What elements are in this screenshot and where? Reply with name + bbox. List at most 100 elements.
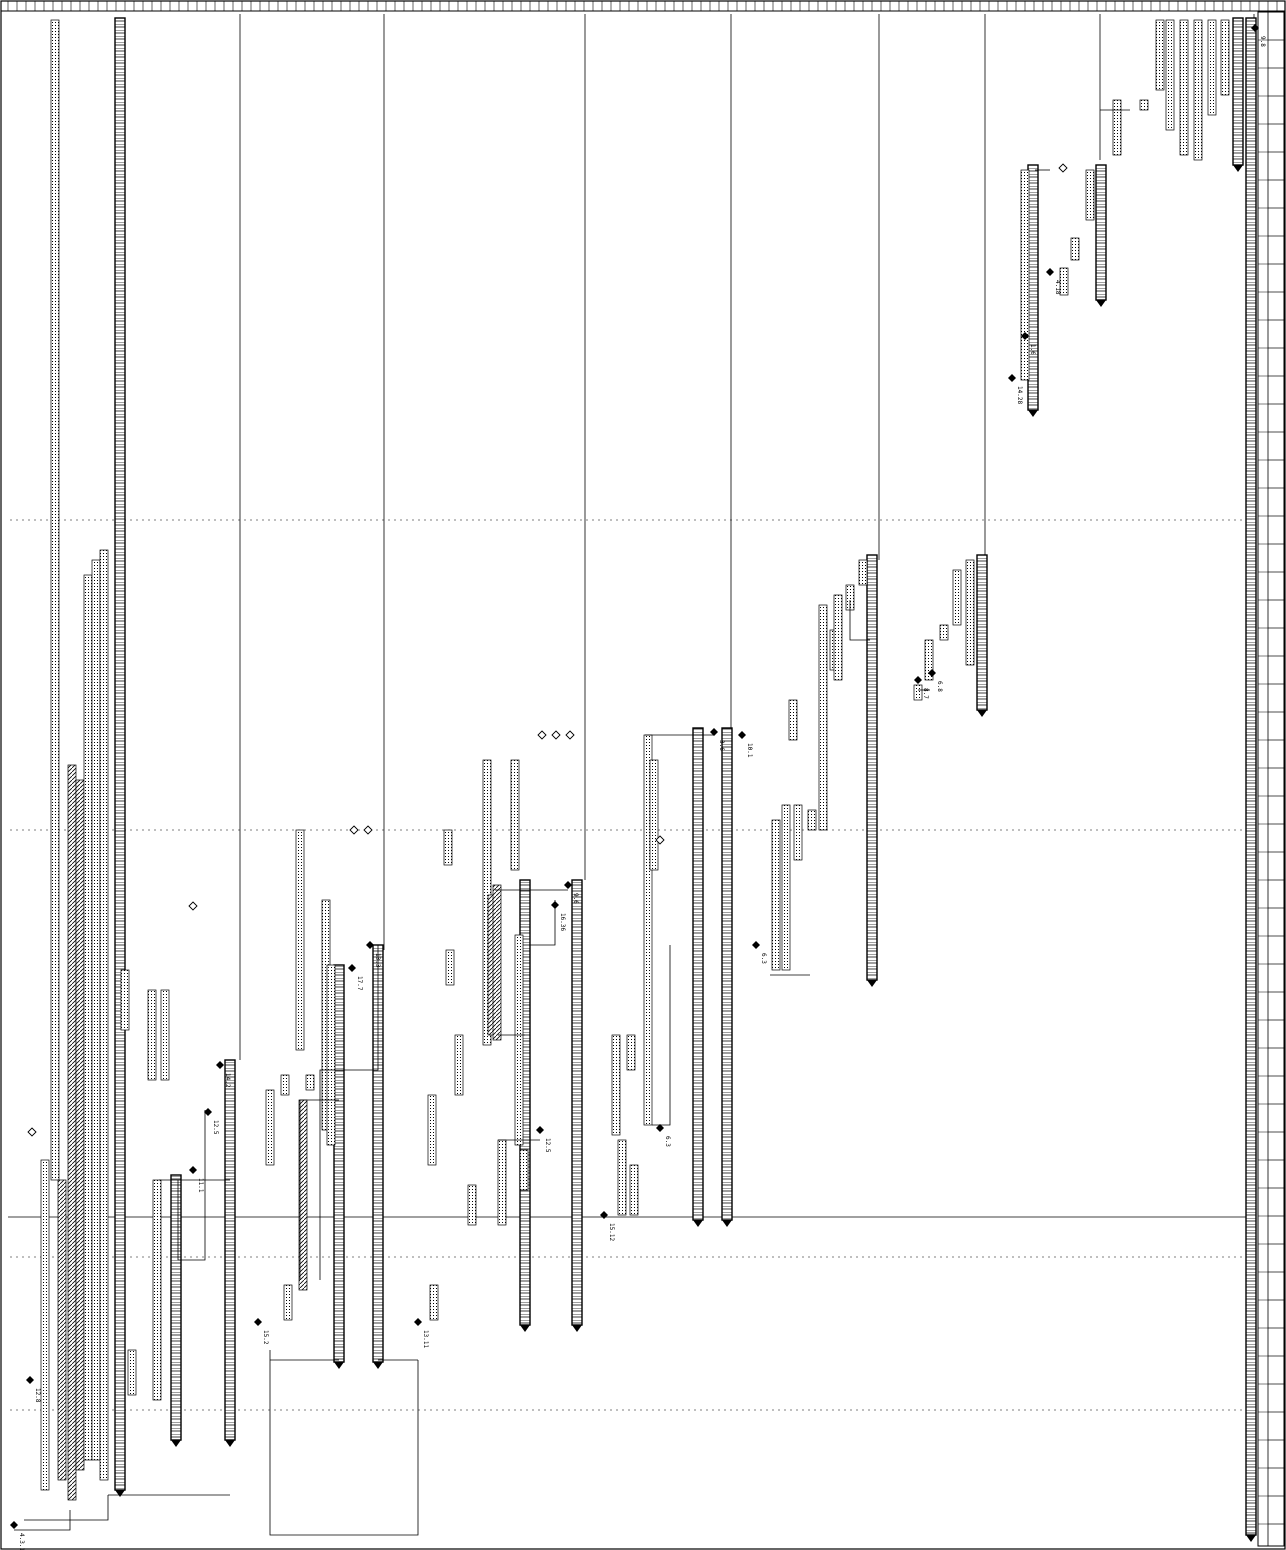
task-bar	[305, 1074, 315, 1091]
summary-end	[373, 1362, 383, 1369]
task-bar	[807, 809, 817, 831]
summary-bar	[1027, 164, 1039, 411]
task-bar	[280, 1074, 290, 1096]
milestone-label: 14.2	[224, 1073, 231, 1088]
milestones: 4.3.1 12.8 11.1 12.5 14.2 15.2 13.3 17.7 13.11 15…	[10, 24, 1266, 1550]
task-bar	[40, 1159, 50, 1491]
milestone-diamond-icon	[710, 728, 718, 736]
connector	[177, 1110, 206, 1261]
task-bar	[952, 569, 962, 626]
task-bar	[617, 1139, 627, 1216]
milestone-diamond-icon	[216, 1061, 224, 1069]
task-bar	[429, 1284, 439, 1321]
summary-end	[977, 710, 987, 717]
task-bar	[492, 884, 502, 1041]
milestone-label: 13.11	[422, 1330, 429, 1348]
milestone-diamond-icon	[1008, 374, 1016, 382]
milestone-diamond-icon	[914, 676, 922, 684]
milestone-diamond-icon	[1021, 332, 1029, 340]
summary-end	[520, 1325, 530, 1332]
task-bar	[127, 1349, 137, 1396]
summary-end	[572, 1325, 582, 1332]
open-diamond-icon	[551, 730, 561, 740]
open-diamond-icon	[27, 1127, 37, 1137]
summary-bars	[114, 17, 1257, 1542]
milestone-label: 9.6	[572, 893, 579, 904]
milestone-diamond-icon	[414, 1318, 422, 1326]
task-bar	[913, 684, 923, 701]
connector	[319, 945, 379, 1280]
milestone-diamond-icon	[928, 669, 936, 677]
task-bar	[626, 1034, 636, 1071]
milestone-label: 14.28	[1016, 386, 1023, 404]
task-bar	[75, 779, 85, 1471]
summary-end	[1246, 1535, 1256, 1542]
task-bar	[1020, 169, 1030, 381]
task-bar	[1155, 19, 1165, 91]
connector	[652, 945, 671, 1126]
task-bar	[1112, 99, 1122, 156]
task-bar	[497, 1139, 507, 1226]
task-bar	[1139, 99, 1149, 111]
task-bar	[924, 639, 934, 681]
milestone-diamond-icon	[204, 1108, 212, 1116]
milestone-label: 4.18	[1054, 280, 1061, 295]
task-bar	[514, 934, 524, 1146]
summary-end	[1096, 300, 1106, 307]
task-bar	[326, 964, 336, 1146]
task-bar	[467, 1184, 477, 1226]
task-bar	[152, 1179, 162, 1401]
milestone-label: 16.36	[559, 913, 566, 931]
task-bar	[1059, 267, 1069, 296]
grid-lines	[10, 519, 1250, 1411]
task-bar	[793, 804, 803, 861]
milestone-diamond-icon	[1251, 24, 1259, 32]
milestone-diamond-icon	[564, 881, 572, 889]
task-bar	[1220, 19, 1230, 96]
milestone-label: 12.8	[34, 1388, 41, 1403]
task-bar	[265, 1089, 275, 1166]
task-bar	[611, 1034, 621, 1136]
task-bar	[1070, 237, 1080, 261]
task-bar	[160, 989, 170, 1081]
summary-end	[115, 1490, 125, 1497]
summary-bar	[976, 554, 988, 711]
summary-bar	[866, 554, 878, 981]
summary-bar	[1232, 17, 1244, 166]
milestone-label: 15.12	[608, 1223, 615, 1241]
milestone-diamond-icon	[366, 941, 374, 949]
milestone-label: 6.3	[760, 953, 767, 964]
summary-end	[171, 1440, 181, 1447]
phase-lines	[8, 14, 1255, 1535]
task-bar	[833, 594, 843, 681]
summary-end	[334, 1362, 344, 1369]
summary-bar	[114, 17, 126, 1491]
task-bar	[99, 549, 109, 1481]
timescale-panel	[1257, 11, 1285, 1547]
task-bar	[120, 969, 130, 1031]
milestone-diamond-icon	[10, 1521, 18, 1529]
task-bar	[1165, 19, 1175, 131]
milestone-diamond-icon	[738, 731, 746, 739]
task-bar	[295, 829, 305, 1051]
open-diamond-icon	[565, 730, 575, 740]
task-bar	[510, 759, 520, 871]
summary-end	[225, 1440, 235, 1447]
connector	[299, 1099, 339, 1280]
milestone-diamond-icon	[348, 964, 356, 972]
milestone-label: 3.6	[718, 740, 725, 751]
milestone-label: 1.6	[1029, 344, 1036, 355]
connector	[849, 600, 870, 641]
open-diamond-icon	[349, 825, 359, 835]
milestone-label: 6.3	[664, 1136, 671, 1147]
task-bar	[1179, 19, 1189, 156]
open-diamond-icon	[1058, 163, 1068, 173]
open-diamond-icon	[537, 730, 547, 740]
summary-end	[867, 980, 877, 987]
task-bar	[649, 759, 659, 871]
task-bar	[519, 1149, 529, 1191]
task-bar	[67, 764, 77, 1501]
task-bar	[781, 804, 791, 971]
